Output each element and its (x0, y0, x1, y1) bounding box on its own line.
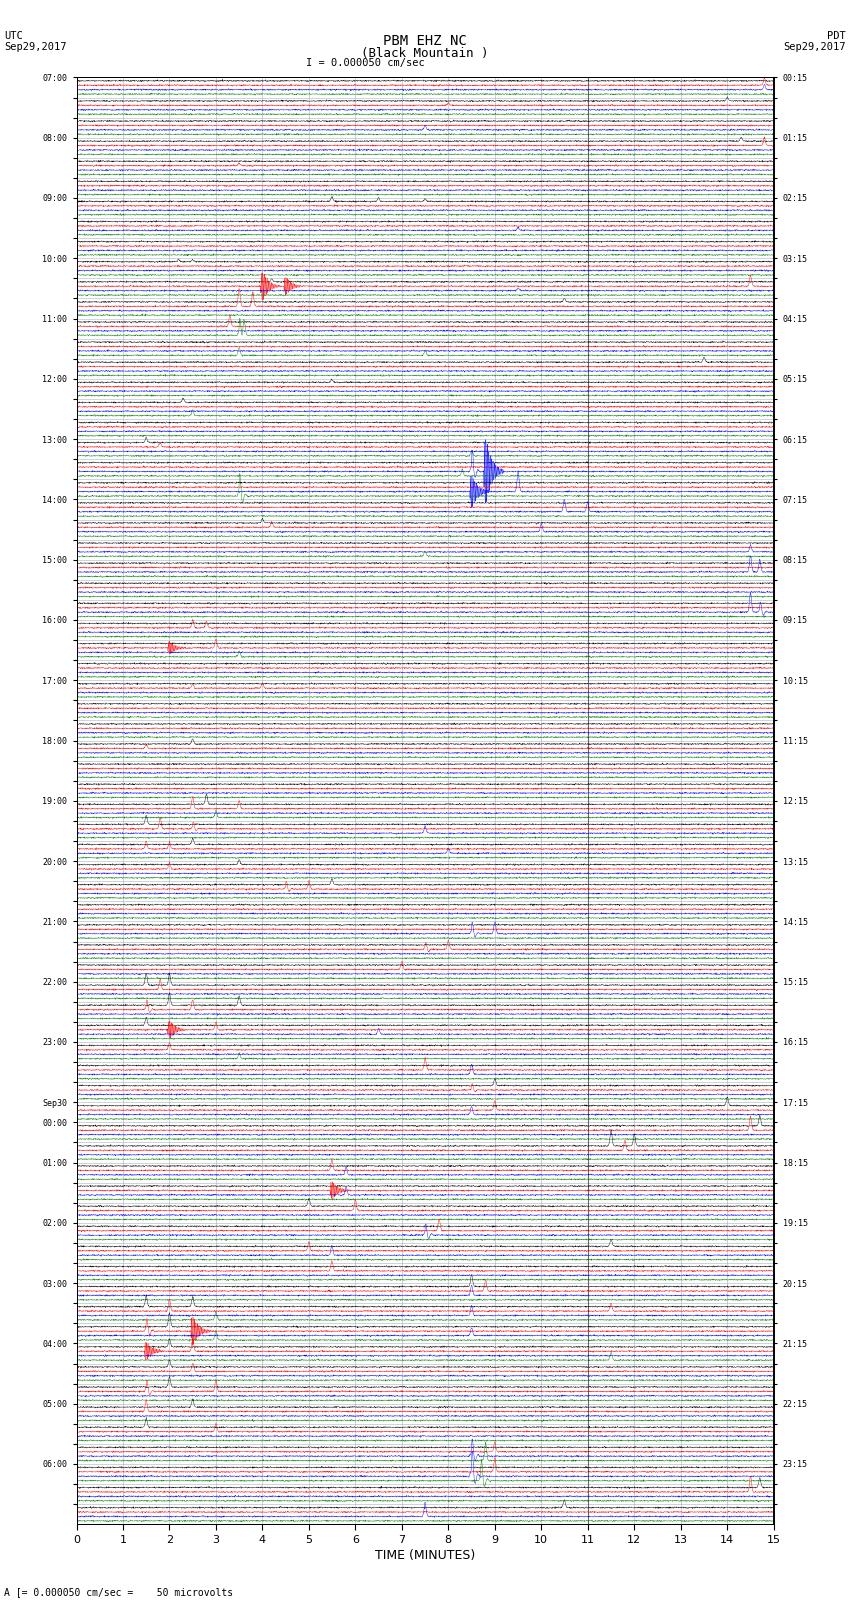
Text: PBM EHZ NC: PBM EHZ NC (383, 34, 467, 48)
X-axis label: TIME (MINUTES): TIME (MINUTES) (375, 1548, 475, 1561)
Text: (Black Mountain ): (Black Mountain ) (361, 47, 489, 60)
Text: UTC: UTC (4, 31, 23, 40)
Text: PDT: PDT (827, 31, 846, 40)
Text: Sep29,2017: Sep29,2017 (783, 42, 846, 52)
Text: A [= 0.000050 cm/sec =    50 microvolts: A [= 0.000050 cm/sec = 50 microvolts (4, 1587, 234, 1597)
Text: I = 0.000050 cm/sec: I = 0.000050 cm/sec (306, 58, 425, 68)
Text: Sep29,2017: Sep29,2017 (4, 42, 67, 52)
